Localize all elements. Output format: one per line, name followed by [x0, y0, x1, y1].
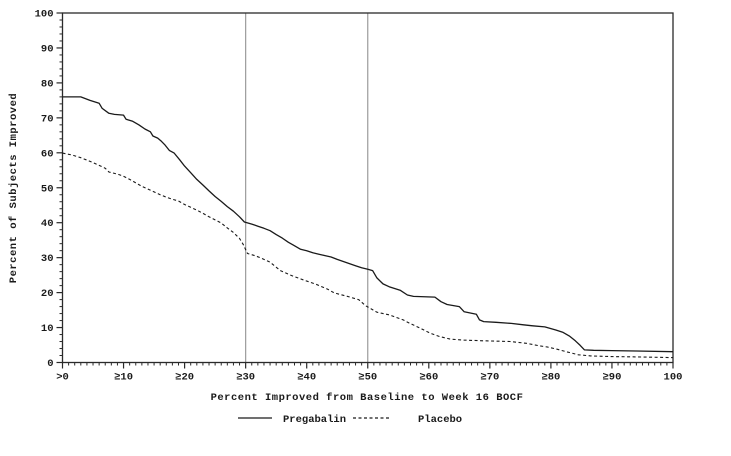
y-tick-label: 60 [41, 148, 54, 160]
plot-area: >0 ≥10 ≥20 ≥30 ≥40 ≥50 ≥60 ≥70 ≥80 ≥90 100 0 10 20 30 4… [35, 9, 683, 384]
y-tick-label: 50 [41, 183, 54, 195]
x-tick-label: ≥10 [114, 372, 133, 384]
x-tick-label: ≥20 [175, 372, 194, 384]
x-tick-label: ≥80 [541, 372, 560, 384]
x-tick-label: >0 [56, 372, 69, 384]
x-tick-label: ≥50 [358, 372, 377, 384]
placebo-curve [62, 152, 674, 359]
x-tick-label: 100 [664, 372, 683, 384]
x-axis-title: Percent Improved from Baseline to Week 1… [211, 392, 524, 404]
x-tick-label: ≥70 [480, 372, 499, 384]
x-tick-label: ≥40 [297, 372, 316, 384]
y-tick-label: 30 [41, 253, 54, 265]
y-tick-label: 100 [35, 9, 54, 21]
x-tick-label: ≥60 [419, 372, 438, 384]
pregabalin-curve [62, 96, 674, 353]
y-tick-label: 80 [41, 78, 54, 90]
y-tick-label: 0 [47, 358, 53, 370]
y-tick-label: 20 [41, 288, 54, 300]
legend-placebo-label: Placebo [418, 414, 462, 426]
x-tick-label: ≥30 [236, 372, 255, 384]
legend-pregabalin-label: Pregabalin [283, 414, 346, 426]
y-tick-label: 10 [41, 323, 54, 335]
legend: Pregabalin Placebo [238, 414, 462, 426]
y-tick-label: 40 [41, 218, 54, 230]
y-tick-label: 70 [41, 113, 54, 125]
x-tick-label: ≥90 [602, 372, 621, 384]
y-tick-label: 90 [41, 43, 54, 55]
y-axis-title: Percent of Subjects Improved [8, 93, 20, 283]
